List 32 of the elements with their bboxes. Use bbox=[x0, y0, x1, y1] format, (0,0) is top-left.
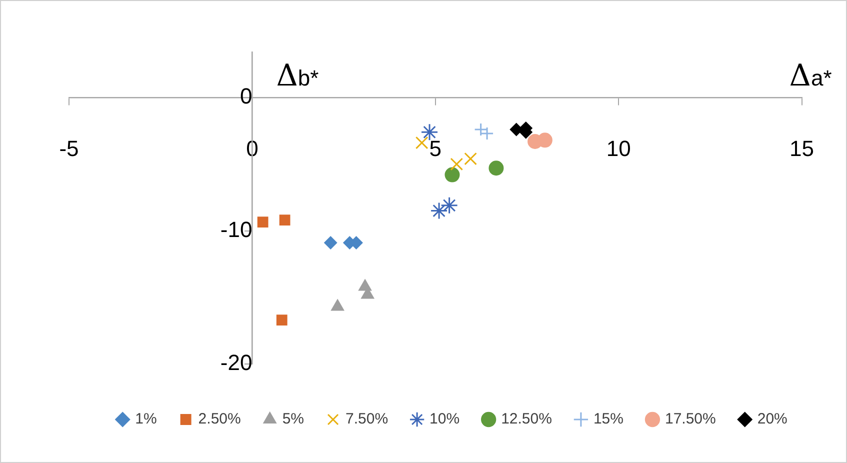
legend-label: 1% bbox=[135, 410, 157, 428]
x-tick-label: 10 bbox=[606, 136, 631, 161]
point bbox=[450, 158, 464, 171]
legend-label: 17.50% bbox=[664, 410, 716, 428]
point bbox=[257, 216, 268, 228]
x-tick-label: 15 bbox=[790, 136, 814, 161]
y-axis-title: Δb* bbox=[276, 58, 320, 94]
point bbox=[510, 122, 523, 136]
x-tick-label: 5 bbox=[429, 136, 442, 161]
y-tick-label: -20 bbox=[220, 350, 252, 376]
legend-label: 15% bbox=[593, 410, 624, 428]
legend-label: 5% bbox=[282, 410, 304, 428]
y-tick-label: 0 bbox=[240, 84, 252, 109]
y-tick-label: -10 bbox=[220, 216, 252, 242]
x-tick-label: -5 bbox=[59, 136, 79, 161]
point bbox=[420, 123, 438, 141]
legend-label: 20% bbox=[757, 410, 788, 428]
point bbox=[279, 214, 290, 226]
legend-label: 2.50% bbox=[198, 410, 241, 428]
point bbox=[440, 196, 458, 214]
point bbox=[464, 152, 477, 166]
legend-label: 10% bbox=[430, 410, 460, 428]
point bbox=[324, 236, 338, 250]
point bbox=[276, 314, 288, 326]
legend-label: 7.50% bbox=[346, 410, 388, 428]
point bbox=[444, 167, 460, 182]
point bbox=[415, 136, 428, 150]
point bbox=[537, 132, 552, 148]
point bbox=[488, 160, 504, 176]
legend-label: 12.50% bbox=[501, 410, 552, 428]
point bbox=[430, 202, 448, 220]
x-axis-title: Δa* bbox=[789, 58, 832, 94]
